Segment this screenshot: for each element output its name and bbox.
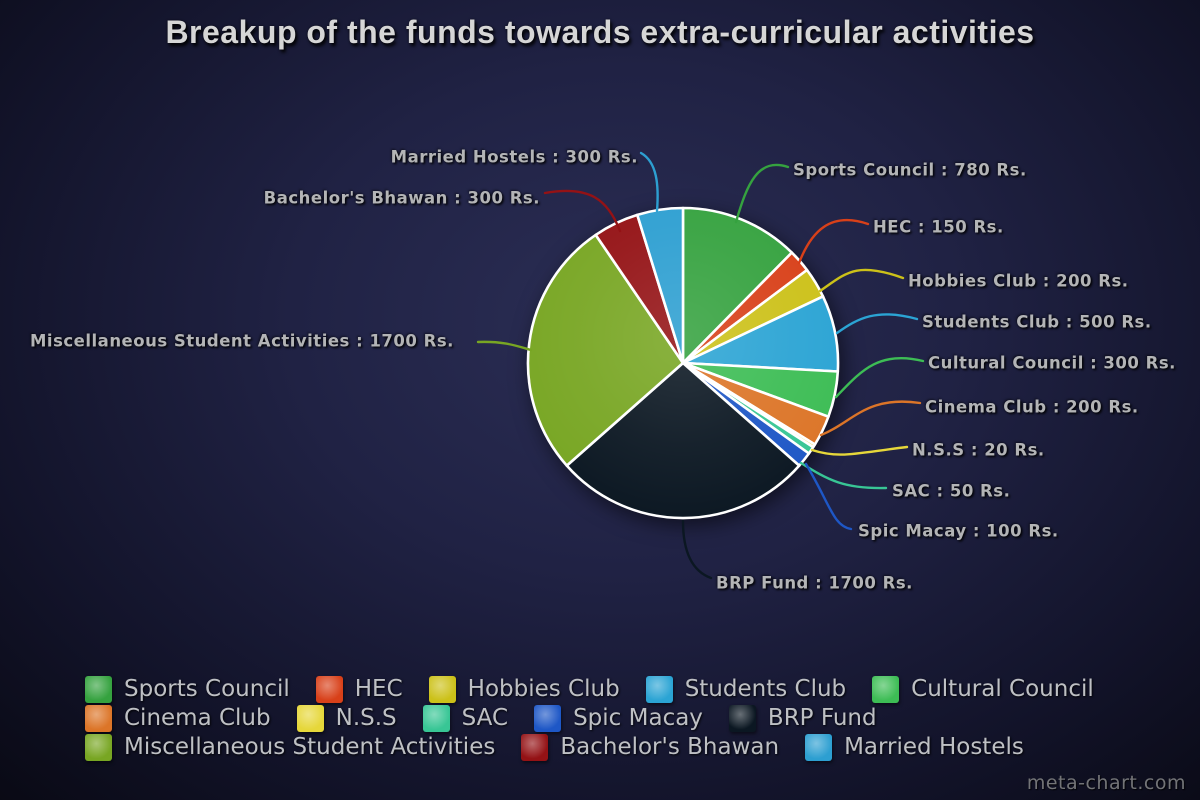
legend-swatch-students-club	[645, 675, 673, 703]
legend-row: Miscellaneous Student Activities Bachelor…	[85, 733, 1094, 761]
legend-label: SAC	[461, 704, 509, 731]
slice-callout-n-s-s: N.S.S : 20 Rs.	[912, 440, 1045, 460]
slice-callout-hobbies-club: Hobbies Club : 200 Rs.	[908, 271, 1129, 291]
leader-line-miscellaneous-student-activities	[476, 340, 533, 352]
legend-label: Spic Macay	[573, 704, 703, 731]
legend-swatch-sac	[422, 704, 450, 732]
slice-callout-hec: HEC : 150 Rs.	[873, 217, 1004, 237]
legend-item-bachelor-s-bhawan: Bachelor's Bhawan	[521, 733, 780, 761]
legend-swatch-bachelor-s-bhawan	[521, 733, 549, 761]
legend-item-n-s-s: N.S.S	[296, 704, 397, 732]
slice-callout-married-hostels: Married Hostels : 300 Rs.	[390, 147, 638, 167]
legend-row: Sports Council HEC Hobbies Club Students Cl…	[85, 675, 1094, 703]
legend-item-miscellaneous-student-activities: Miscellaneous Student Activities	[85, 733, 496, 761]
leader-line-sports-council	[734, 163, 790, 224]
legend-label: Married Hostels	[844, 733, 1024, 760]
leader-line-hobbies-club	[818, 268, 905, 293]
leader-line-cultural-council	[834, 356, 925, 399]
slice-callout-brp-fund: BRP Fund : 1700 Rs.	[716, 573, 913, 593]
legend-item-cultural-council: Cultural Council	[872, 675, 1094, 703]
slice-callout-miscellaneous-student-activities: Miscellaneous Student Activities : 1700 …	[30, 331, 454, 351]
legend-item-married-hostels: Married Hostels	[805, 733, 1024, 761]
legend: Sports Council HEC Hobbies Club Students Cl…	[85, 675, 1094, 761]
legend-row: Cinema Club N.S.S SAC Spic Macay BRP Fund	[85, 704, 1094, 732]
leader-line-hec	[797, 218, 870, 265]
legend-swatch-hobbies-club	[428, 675, 456, 703]
legend-label: Hobbies Club	[467, 675, 620, 702]
leader-line-students-club	[835, 313, 919, 335]
leader-line-brp-fund	[681, 519, 713, 580]
slice-callout-sports-council: Sports Council : 780 Rs.	[793, 160, 1027, 180]
legend-swatch-married-hostels	[805, 733, 833, 761]
leader-line-n-s-s	[810, 445, 909, 456]
legend-item-spic-macay: Spic Macay	[534, 704, 703, 732]
legend-swatch-n-s-s	[296, 704, 324, 732]
legend-item-brp-fund: BRP Fund	[728, 704, 877, 732]
legend-label: Miscellaneous Student Activities	[124, 733, 496, 760]
legend-swatch-brp-fund	[728, 704, 756, 732]
slice-callout-bachelor-s-bhawan: Bachelor's Bhawan : 300 Rs.	[263, 188, 540, 208]
legend-swatch-cultural-council	[872, 675, 900, 703]
slice-callout-students-club: Students Club : 500 Rs.	[922, 312, 1152, 332]
slice-callout-sac: SAC : 50 Rs.	[892, 481, 1011, 501]
legend-item-sac: SAC	[422, 704, 509, 732]
legend-label: HEC	[354, 675, 403, 702]
legend-swatch-miscellaneous-student-activities	[85, 733, 112, 761]
legend-item-hobbies-club: Hobbies Club	[428, 675, 620, 703]
pie-sheen-overlay	[528, 208, 838, 518]
leader-line-cinema-club	[819, 400, 922, 437]
legend-item-sports-council: Sports Council	[85, 675, 290, 703]
legend-swatch-hec	[315, 675, 343, 703]
legend-label: Bachelor's Bhawan	[560, 733, 780, 760]
slice-callout-cinema-club: Cinema Club : 200 Rs.	[925, 397, 1139, 417]
chart-title: Breakup of the funds towards extra-curri…	[165, 14, 1035, 50]
legend-label: Sports Council	[124, 675, 290, 702]
slice-callout-cultural-council: Cultural Council : 300 Rs.	[928, 353, 1176, 373]
legend-label: Cultural Council	[911, 675, 1094, 702]
slice-callout-spic-macay: Spic Macay : 100 Rs.	[858, 521, 1059, 541]
legend-swatch-spic-macay	[534, 704, 562, 732]
legend-item-hec: HEC	[315, 675, 403, 703]
leader-line-spic-macay	[804, 462, 853, 531]
legend-swatch-sports-council	[85, 675, 112, 703]
legend-swatch-cinema-club	[85, 704, 112, 732]
legend-label: BRP Fund	[767, 704, 877, 731]
legend-item-students-club: Students Club	[645, 675, 847, 703]
legend-label: Cinema Club	[124, 704, 271, 731]
leader-line-married-hostels	[639, 151, 659, 213]
legend-label: Students Club	[684, 675, 847, 702]
leader-line-bachelor-s-bhawan	[543, 189, 622, 233]
watermark: meta-chart.com	[1026, 772, 1186, 794]
legend-item-cinema-club: Cinema Club	[85, 704, 271, 732]
legend-label: N.S.S	[335, 704, 397, 731]
